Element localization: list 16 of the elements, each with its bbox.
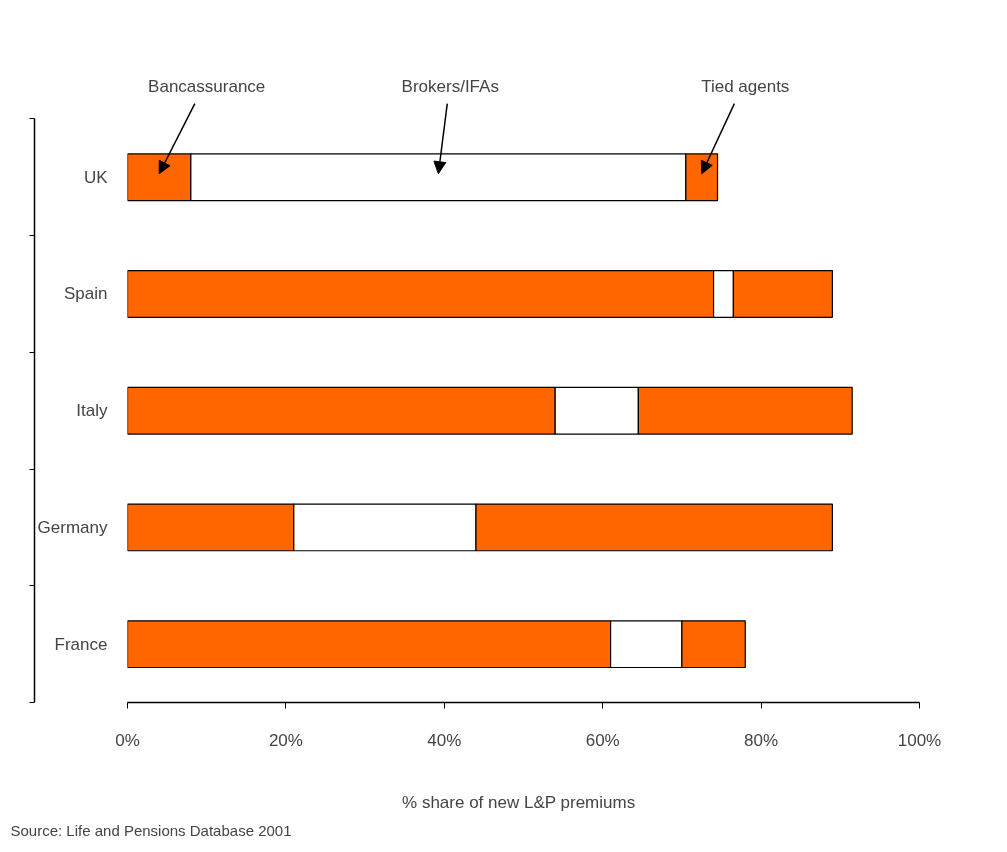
y-tick-label: Italy [76,401,108,421]
x-tick-label: 60% [585,730,620,750]
x-axis-title: % share of new L&P premiums [402,792,636,812]
source-note: Source: Life and Pensions Database 2001 [10,821,292,839]
text: Tied agents [701,76,790,96]
x-tick-label: 40% [427,730,462,750]
x-tick-label: 80% [744,730,779,750]
x-tick-label: 0% [115,730,140,750]
y-tick-label: Spain [64,284,108,304]
y-tick-label: Germany [37,517,108,537]
text: Bancassurance [148,76,266,96]
text: Brokers/IFAs [401,76,499,96]
x-tick-label: 20% [268,730,303,750]
y-tick-label: UK [83,167,109,187]
y-tick-label: France [54,634,108,654]
x-tick-label: 100% [897,730,942,750]
